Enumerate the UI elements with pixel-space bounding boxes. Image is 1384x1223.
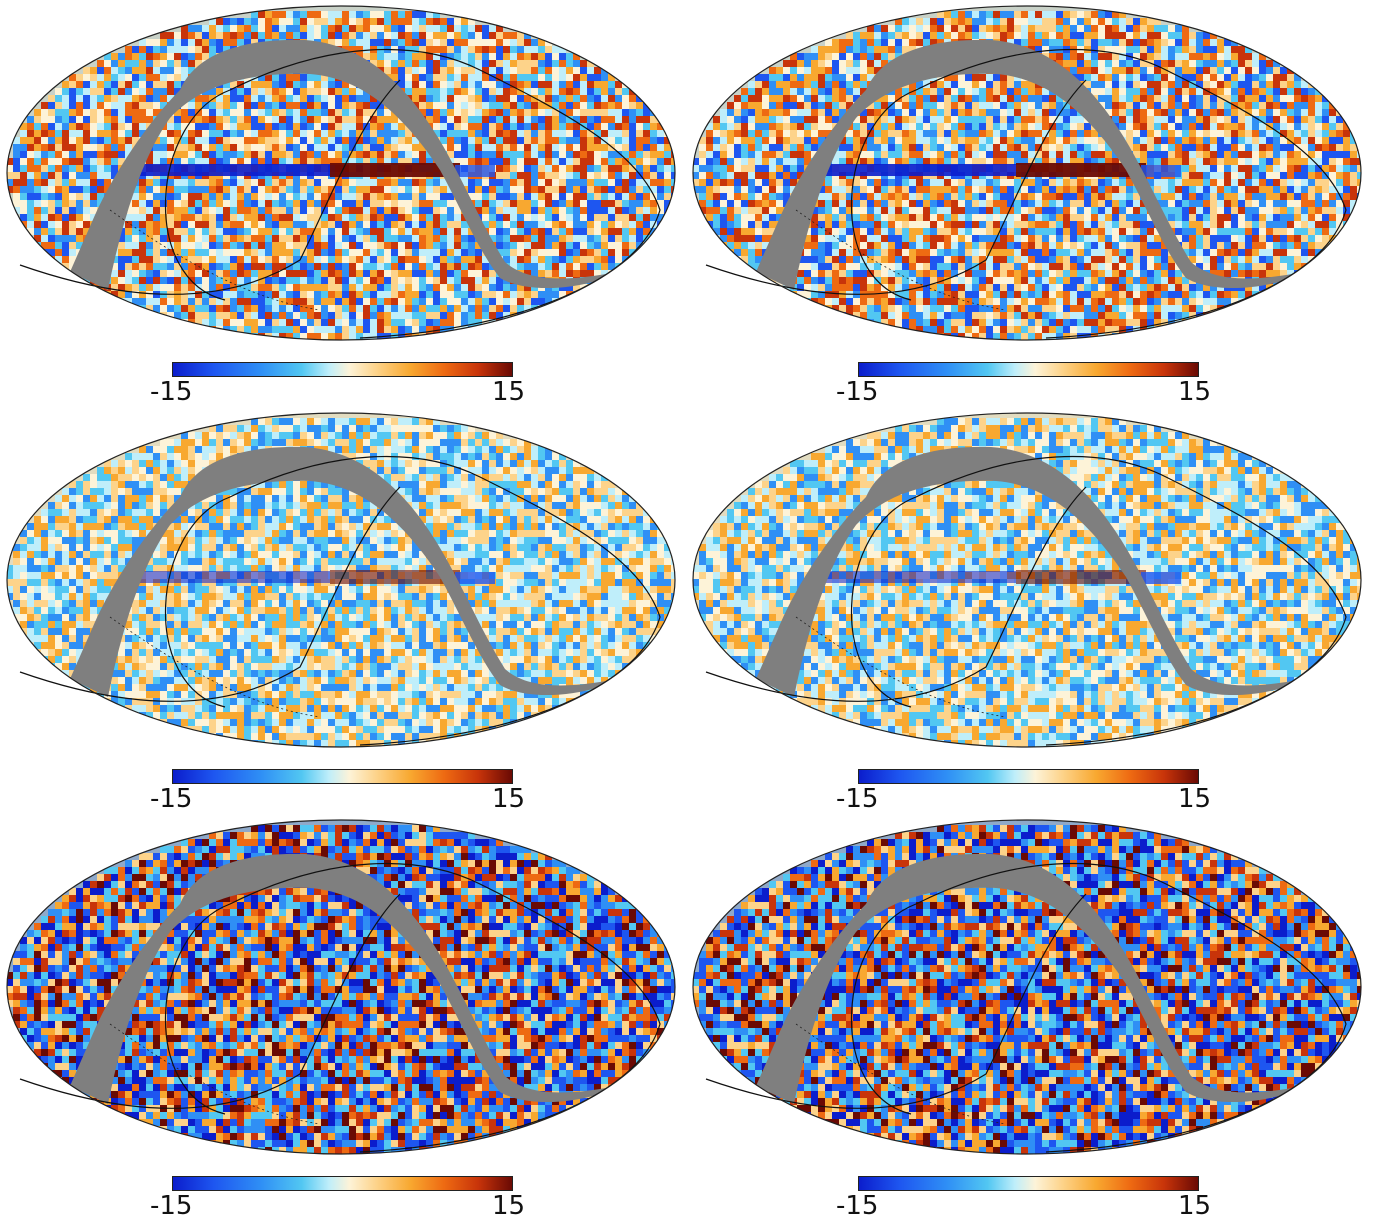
graticule-line [795, 616, 1007, 718]
map-outline [6, 819, 676, 1155]
graticule-line [109, 209, 321, 311]
colorbar-max-label: 15 [1178, 379, 1211, 405]
colorbar-max-label: 15 [492, 786, 525, 812]
map-panel-2: -15 15 [686, 0, 1378, 407]
mollweide-map [6, 5, 676, 341]
mollweide-map [692, 819, 1362, 1155]
boundary-curve [19, 893, 401, 1109]
map-panel-1: -15 15 [0, 0, 692, 407]
colorbar [172, 1176, 513, 1191]
colorbar-min-label: -15 [836, 786, 878, 812]
mask-region [756, 446, 1292, 697]
mask-region [756, 39, 1292, 290]
colorbar-max-label: 15 [1178, 786, 1211, 812]
map-panel-6: -15 15 [686, 814, 1378, 1221]
mollweide-map [6, 819, 676, 1155]
mollweide-map [692, 412, 1362, 748]
boundary-curve [19, 486, 401, 702]
colorbar [858, 362, 1199, 377]
mask-region [70, 446, 606, 697]
map-outline [692, 412, 1362, 748]
map-outline [692, 5, 1362, 341]
boundary-curve [705, 893, 1087, 1109]
boundary-curve [19, 79, 401, 295]
graticule-line [109, 616, 321, 718]
sky-texture [7, 413, 675, 747]
sky-texture [693, 413, 1361, 747]
colorbar-min-label: -15 [150, 379, 192, 405]
colorbar-max-label: 15 [1178, 1193, 1211, 1219]
sky-texture [693, 820, 1361, 1154]
map-outline [6, 412, 676, 748]
map-outline [6, 5, 676, 341]
map-panel-4: -15 15 [686, 407, 1378, 814]
colorbar-min-label: -15 [836, 1193, 878, 1219]
graticule-line [795, 1023, 1007, 1125]
colorbar [172, 362, 513, 377]
mollweide-map [6, 412, 676, 748]
map-panel-3: -15 15 [0, 407, 692, 814]
map-panel-5: -15 15 [0, 814, 692, 1221]
colorbar [858, 769, 1199, 784]
boundary-curve [705, 486, 1087, 702]
mollweide-map [692, 5, 1362, 341]
colorbar [858, 1176, 1199, 1191]
colorbar-max-label: 15 [492, 1193, 525, 1219]
boundary-curve [705, 79, 1087, 295]
colorbar-min-label: -15 [150, 1193, 192, 1219]
mask-region [70, 39, 606, 290]
graticule-line [795, 209, 1007, 311]
colorbar-max-label: 15 [492, 379, 525, 405]
mask-region [756, 853, 1292, 1104]
mask-region [70, 853, 606, 1104]
colorbar-min-label: -15 [150, 786, 192, 812]
colorbar-min-label: -15 [836, 379, 878, 405]
graticule-line [109, 1023, 321, 1125]
sky-texture [7, 6, 675, 340]
colorbar [172, 769, 513, 784]
map-outline [692, 819, 1362, 1155]
